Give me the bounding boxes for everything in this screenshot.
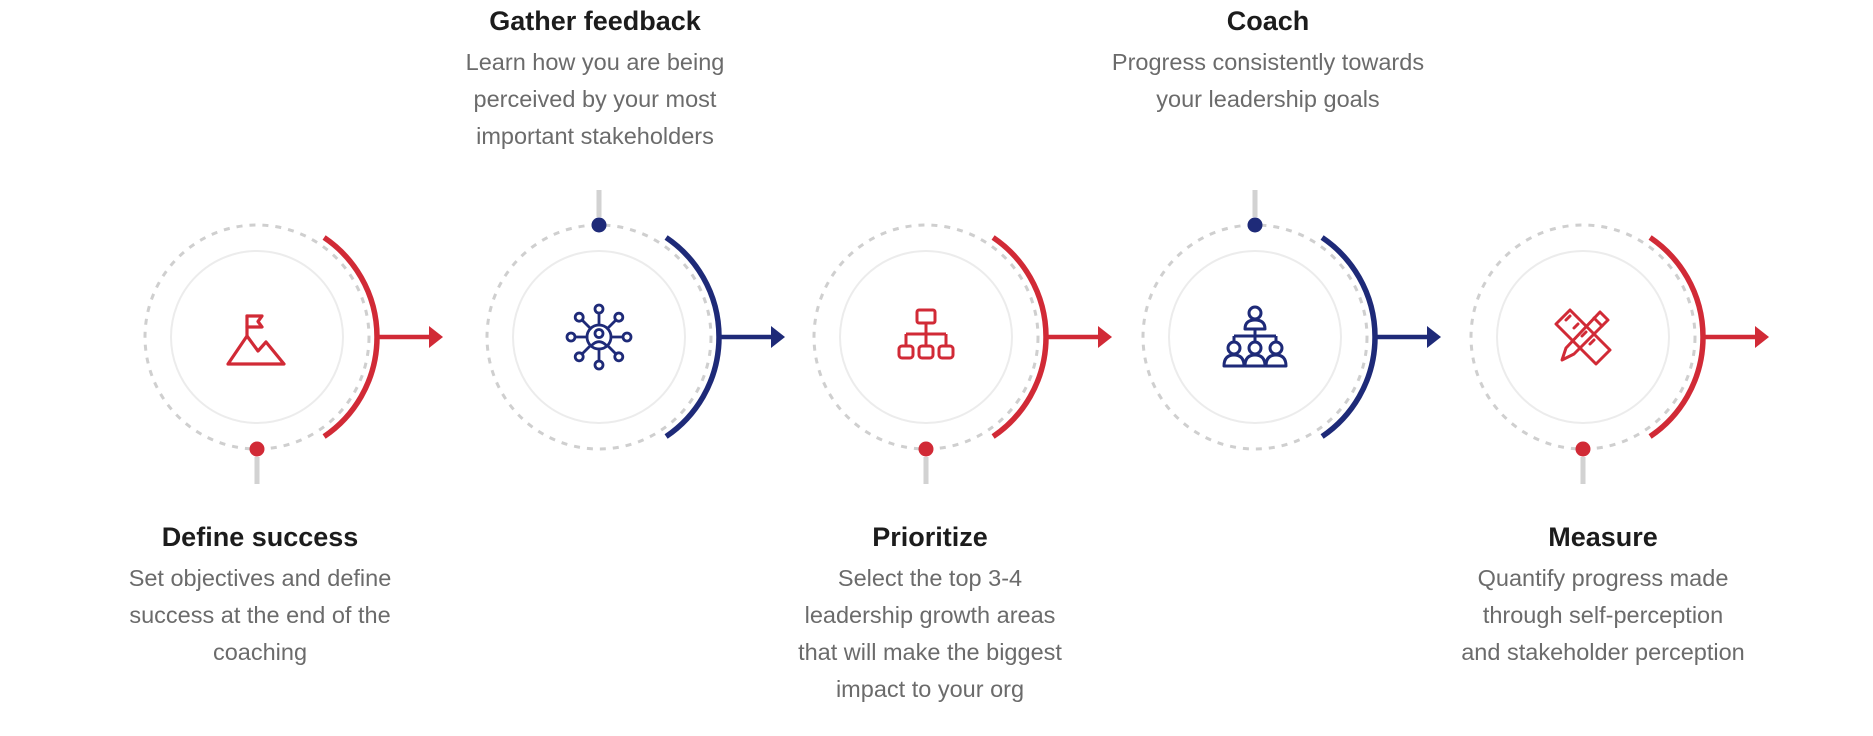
step-2-desc-line: Learn how you are being (465, 49, 725, 75)
step-5-node (1469, 223, 1769, 484)
inner-circle (170, 250, 344, 424)
step-5-desc: Quantify progress made through self-perc… (1413, 560, 1793, 671)
network-hub-icon (565, 303, 633, 371)
marker-dot (1575, 441, 1591, 457)
progress-arc (1648, 235, 1706, 439)
step-4-desc: Progress consistently towards your leade… (1078, 44, 1458, 118)
progress-arc (991, 235, 1049, 439)
step-2-desc-line: important stakeholders (476, 123, 714, 149)
step-3-title: Prioritize (872, 522, 988, 552)
step-4-title: Coach (1226, 6, 1310, 36)
arrow-head (1427, 326, 1441, 348)
marker-dot (1247, 217, 1263, 233)
step-3-node (812, 223, 1112, 484)
step-1-desc-line: success at the end of the (129, 602, 391, 628)
step-3-desc-line: leadership growth areas (804, 602, 1056, 628)
marker-dot (591, 217, 607, 233)
arrow-head (1755, 326, 1769, 348)
step-1-node (143, 223, 443, 484)
arrow-head (1098, 326, 1112, 348)
dashed-ring (1141, 223, 1369, 451)
step-4-desc-line: Progress consistently towards (1111, 49, 1425, 75)
step-3-desc: Select the top 3-4 leadership growth are… (740, 560, 1120, 708)
progress-arc (322, 235, 380, 439)
dashed-ring (1469, 223, 1697, 451)
step-2-desc: Learn how you are being perceived by you… (405, 44, 785, 155)
step-3-desc-line: impact to your org (835, 676, 1025, 702)
step-2-node (485, 190, 785, 451)
step-5-desc-line: and stakeholder perception (1461, 639, 1745, 665)
progress-arc (664, 235, 722, 439)
step-3-text: Prioritize Select the top 3-4 leadership… (740, 520, 1120, 708)
marker-dot (918, 441, 934, 457)
step-1-desc: Set objectives and define success at the… (70, 560, 450, 671)
step-3-desc-line: that will make the biggest (798, 639, 1062, 665)
step-2-desc-line: perceived by your most (473, 86, 717, 112)
dashed-ring (143, 223, 371, 451)
arrow-head (771, 326, 785, 348)
step-3-desc-line: Select the top 3-4 (837, 565, 1023, 591)
step-2-title: Gather feedback (489, 6, 701, 36)
step-4-desc-line: your leadership goals (1156, 86, 1380, 112)
dashed-ring (812, 223, 1040, 451)
step-1-text: Define success Set objectives and define… (70, 520, 450, 671)
step-5-desc-line: through self-perception (1482, 602, 1724, 628)
step-5-text: Measure Quantify progress made through s… (1413, 520, 1793, 671)
step-5-desc-line: Quantify progress made (1477, 565, 1729, 591)
step-2-text: Gather feedback Learn how you are being … (405, 4, 785, 155)
marker-dot (249, 441, 265, 457)
step-1-title: Define success (161, 522, 359, 552)
progress-arc (1320, 235, 1378, 439)
step-4-node (1141, 190, 1441, 451)
dashed-ring (485, 223, 713, 451)
step-4-text: Coach Progress consistently towards your… (1078, 4, 1458, 118)
step-5-title: Measure (1548, 522, 1658, 552)
step-1-desc-line: Set objectives and define (128, 565, 392, 591)
step-1-desc-line: coaching (212, 639, 308, 665)
arrow-head (429, 326, 443, 348)
